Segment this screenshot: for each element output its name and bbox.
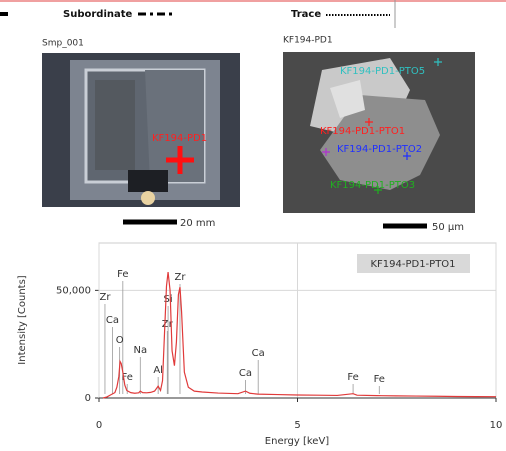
peak-label: Na — [133, 345, 147, 356]
scale-label: 20 mm — [180, 218, 215, 229]
y-tick-label: 50,000 — [56, 285, 91, 296]
image-title: Smp_001 — [42, 39, 84, 49]
point-label: KF194-PD1-PTO2 — [337, 144, 422, 155]
peak-label: O — [116, 335, 124, 346]
peak-label: Al — [153, 365, 163, 376]
scale-label: 50 µm — [432, 222, 464, 233]
x-tick-label: 10 — [490, 420, 503, 431]
legend-label: KF194-PD1-PTO1 — [370, 259, 455, 270]
peak-label: Zr — [99, 292, 111, 303]
peak-label: Ca — [106, 315, 119, 326]
spectrum-chart: Energy [keV] Intensity [Counts] 0 50,000 0… — [17, 243, 502, 447]
point-label: KF194-PD1-PTO5 — [340, 66, 425, 77]
peak-label: Fe — [347, 372, 358, 383]
marker-label: KF194-PD1 — [152, 133, 207, 144]
x-axis-label: Energy [keV] — [265, 436, 330, 447]
peak-label: Fe — [374, 374, 385, 385]
peak-label: Ca — [239, 368, 252, 379]
peak-label: Fe — [117, 269, 128, 280]
x-tick-label: 0 — [96, 420, 102, 431]
x-tick-label: 5 — [294, 420, 300, 431]
page: Subordinate Trace Smp_001 KF194-PD1 20 m… — [0, 0, 506, 451]
legend-item: Trace — [291, 9, 321, 20]
photo — [42, 53, 240, 207]
legend-item: Subordinate — [63, 9, 133, 20]
y-axis-label: Intensity [Counts] — [17, 275, 28, 365]
point-label: KF194-PD1-PTO3 — [330, 180, 415, 191]
point-label: KF194-PD1-PTO1 — [320, 126, 405, 137]
peak-label: Si — [164, 294, 173, 305]
peak-label: Ca — [252, 348, 265, 359]
image-title: KF194-PD1 — [283, 36, 333, 46]
peak-label: Zr — [175, 272, 187, 283]
y-tick-label: 0 — [85, 393, 91, 404]
